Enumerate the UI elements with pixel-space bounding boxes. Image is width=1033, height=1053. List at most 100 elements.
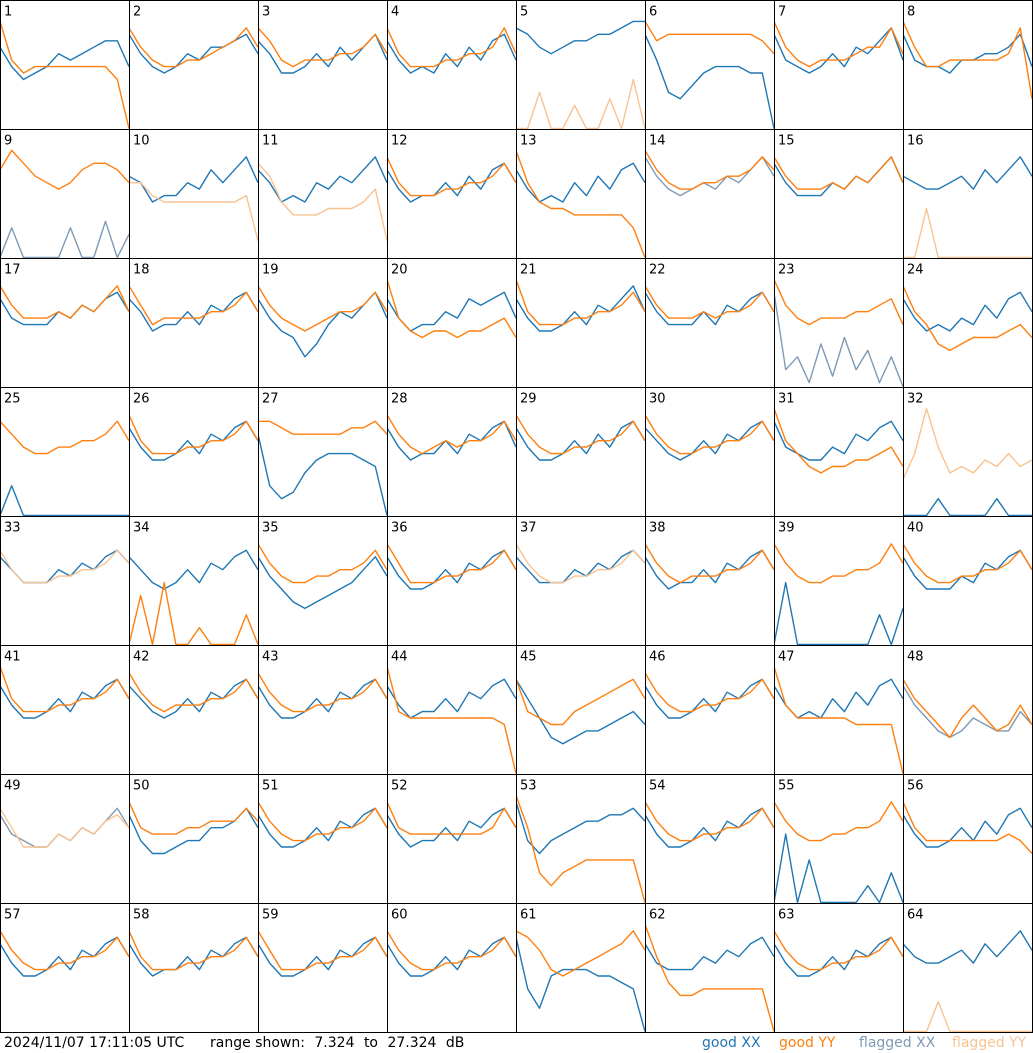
yy-trace [387, 930, 516, 971]
panel-label: 10 [133, 134, 150, 149]
yy-trace [0, 420, 129, 455]
yy-trace [0, 285, 129, 319]
yy-trace [903, 801, 1032, 854]
panel-label: 32 [907, 392, 924, 407]
yy-trace [258, 672, 387, 713]
panel [645, 285, 774, 326]
panel-label: 59 [262, 908, 279, 923]
range-unit: dB [446, 1035, 465, 1051]
yy-trace [129, 801, 258, 835]
panel [129, 27, 258, 74]
xx-trace [0, 485, 129, 516]
yy-trace [903, 543, 1032, 584]
panel [645, 801, 774, 848]
panel-label: 62 [649, 908, 666, 923]
panel-label: 43 [262, 650, 279, 665]
yy-trace [129, 581, 258, 645]
range-max: 27.324 [387, 1035, 436, 1051]
panel [774, 930, 903, 977]
yy-trace [258, 162, 387, 241]
panel [774, 666, 903, 774]
xx-trace [129, 156, 258, 203]
yy-trace [129, 414, 258, 455]
panel-label: 34 [133, 521, 150, 536]
xx-trace [645, 936, 774, 971]
yy-trace [903, 207, 1032, 258]
yy-trace [387, 27, 516, 68]
xx-trace [516, 678, 645, 745]
yy-trace [387, 156, 516, 197]
panel [258, 285, 387, 358]
panel-label: 20 [391, 263, 408, 278]
panel [387, 930, 516, 977]
panel [774, 543, 903, 645]
panel-label: 61 [520, 908, 537, 923]
panel [129, 414, 258, 461]
yy-trace [774, 279, 903, 326]
xx-trace [0, 220, 129, 258]
xx-trace [645, 34, 774, 129]
xx-trace [516, 20, 645, 55]
xx-trace [645, 291, 774, 326]
yy-trace [258, 930, 387, 971]
panel-label: 13 [520, 134, 537, 149]
panel [0, 807, 129, 848]
panel-label: 5 [520, 5, 528, 20]
panel [387, 543, 516, 590]
panel [0, 930, 129, 977]
panel [258, 543, 387, 610]
xx-trace [387, 420, 516, 461]
panel-label: 30 [649, 392, 666, 407]
panel [645, 543, 774, 590]
xx-trace [387, 678, 516, 719]
panel-label: 38 [649, 521, 666, 536]
panel [516, 930, 645, 1032]
panel-label: 47 [778, 650, 795, 665]
panel [387, 27, 516, 74]
panel-label: 63 [778, 908, 795, 923]
panel [774, 408, 903, 474]
panel-label: 15 [778, 134, 795, 149]
yy-trace [903, 285, 1032, 352]
panel-label: 1 [4, 5, 12, 20]
panel [0, 420, 129, 516]
panel-label: 37 [520, 521, 537, 536]
panel-label: 52 [391, 779, 408, 794]
xx-trace [903, 498, 1032, 516]
xx-trace [774, 292, 903, 387]
yy-trace [516, 543, 645, 584]
yy-trace [903, 407, 1032, 480]
yy-trace [774, 21, 903, 68]
panel-label: 11 [262, 134, 279, 149]
yy-trace [774, 930, 903, 971]
xx-trace [516, 801, 645, 855]
timestamp: 2024/11/07 17:11:05 UTC [4, 1035, 184, 1051]
panel [0, 285, 129, 326]
yy-trace [129, 285, 258, 326]
panel [129, 549, 258, 645]
panel [645, 150, 774, 197]
yy-trace [0, 930, 129, 971]
xx-trace [129, 33, 258, 74]
panel [129, 156, 258, 241]
xx-trace [903, 685, 1032, 739]
yy-trace [774, 156, 903, 190]
yy-trace [903, 21, 1032, 99]
panel-label: 36 [391, 521, 408, 536]
panel-label: 41 [4, 650, 21, 665]
panel [387, 801, 516, 848]
yy-trace [387, 666, 516, 774]
panel-label: 33 [4, 521, 21, 536]
panel-label: 9 [4, 134, 12, 149]
panel-label: 45 [520, 650, 537, 665]
panel [516, 20, 645, 129]
panel-label: 23 [778, 263, 795, 278]
panel-label: 48 [907, 650, 924, 665]
panel-label: 26 [133, 392, 150, 407]
range-text: range shown: 7.324 to 27.324 dB [210, 1035, 464, 1051]
panel [516, 795, 645, 903]
panel-label: 40 [907, 521, 924, 536]
panel-label: 42 [133, 650, 150, 665]
panel-label: 28 [391, 392, 408, 407]
panel [129, 801, 258, 855]
